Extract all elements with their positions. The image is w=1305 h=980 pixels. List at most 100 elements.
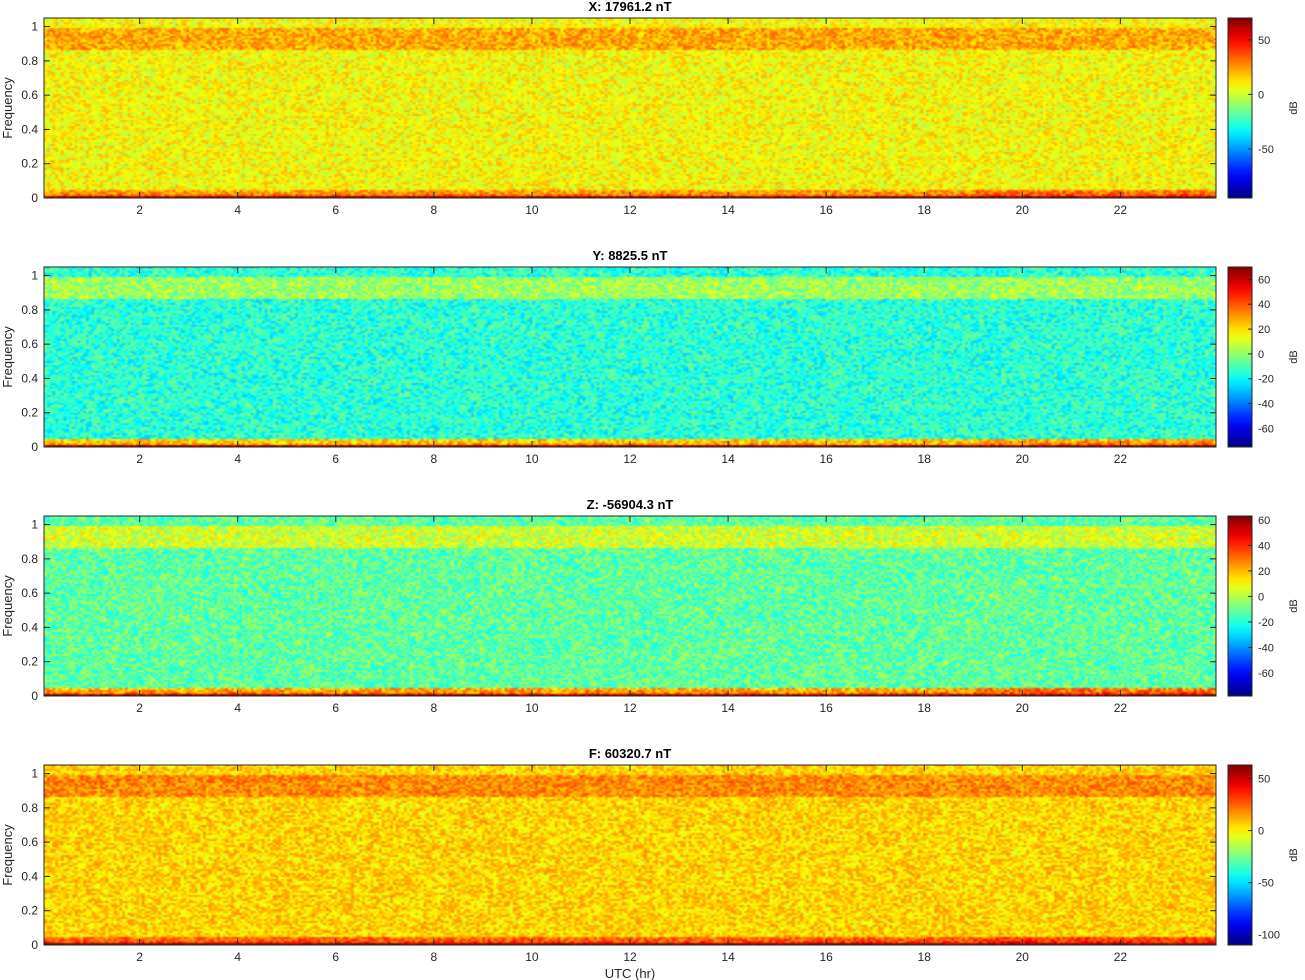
colorbar-tick-label: -50: [1258, 878, 1274, 890]
colorbar-tick-label: 20: [1258, 324, 1270, 336]
y-tick-label: 0.2: [21, 655, 38, 669]
y-tick-label: 0.4: [21, 869, 38, 883]
x-tick-label: 10: [525, 452, 539, 466]
panel-title: F: 60320.7 nT: [589, 746, 671, 761]
x-tick-label: 20: [1016, 701, 1030, 715]
y-tick-label: 0: [31, 689, 38, 703]
x-tick-label: 2: [136, 203, 143, 217]
x-tick-label: 8: [431, 452, 438, 466]
spectrogram-heatmap: [44, 516, 1216, 696]
x-tick-label: 12: [623, 950, 637, 964]
y-tick-label: 0.6: [21, 337, 38, 351]
colorbar-tick-label: -40: [1258, 399, 1274, 411]
colorbar-tick-label: 20: [1258, 566, 1270, 578]
colorbar-tick-label: -60: [1258, 668, 1274, 680]
y-tick-label: 1: [31, 269, 38, 283]
spectrogram-panel-2: 2 4 6 8 10 12 14 16 18 20 22 0 0.2 0.4 0.6 0.8 1 Y: 8825.…: [0, 248, 1300, 466]
y-tick-label: 0.2: [21, 157, 38, 171]
y-tick-label: 0.6: [21, 586, 38, 600]
x-tick-label: 22: [1114, 203, 1128, 217]
colorbar-tick-label: -50: [1258, 144, 1274, 156]
y-tick-label: 0.2: [21, 406, 38, 420]
colorbar-label: dB: [1288, 350, 1300, 363]
x-tick-label: 4: [234, 452, 241, 466]
y-tick-label: 1: [31, 20, 38, 34]
y-tick-label: 1: [31, 518, 38, 532]
colorbar-tick-label: 50: [1258, 774, 1270, 786]
x-tick-label: 18: [918, 203, 932, 217]
x-tick-label: 16: [819, 203, 833, 217]
x-tick-label: 2: [136, 950, 143, 964]
y-tick-label: 0.4: [21, 122, 38, 136]
y-tick-label: 0.6: [21, 835, 38, 849]
x-tick-label: 10: [525, 701, 539, 715]
x-tick-label: 6: [332, 452, 339, 466]
colorbar-tick-label: 0: [1258, 89, 1264, 101]
colorbar-label: dB: [1288, 101, 1300, 114]
x-tick-label: 18: [918, 701, 932, 715]
x-tick-label: 4: [234, 950, 241, 964]
panel-title: Y: 8825.5 nT: [593, 248, 668, 263]
spectrogram-panel-3: 2 4 6 8 10 12 14 16 18 20 22 0 0.2 0.4 0.6 0.8 1 Z: -5690…: [0, 497, 1300, 715]
x-tick-label: 20: [1016, 203, 1030, 217]
x-tick-label: 6: [332, 203, 339, 217]
y-tick-label: 0: [31, 938, 38, 952]
colorbar-tick-label: 50: [1258, 35, 1270, 47]
y-tick-label: 0: [31, 191, 38, 205]
x-tick-label: 20: [1016, 950, 1030, 964]
y-tick-label: 0: [31, 440, 38, 454]
y-tick-label: 0.4: [21, 371, 38, 385]
colorbar-label: dB: [1288, 848, 1300, 861]
x-tick-label: 6: [332, 701, 339, 715]
spectrogram-panel-4: 2 4 6 8 10 12 14 16 18 20 22 0 0.2 0.4 0.6 0.8 1 F: 60320…: [0, 746, 1300, 980]
colorbar-tick-label: 40: [1258, 299, 1270, 311]
x-tick-label: 14: [721, 950, 735, 964]
y-tick-label: 0.8: [21, 552, 38, 566]
x-tick-label: 4: [234, 701, 241, 715]
x-tick-label: 8: [431, 203, 438, 217]
x-tick-label: 10: [525, 950, 539, 964]
x-tick-label: 14: [721, 203, 735, 217]
y-tick-label: 0.8: [21, 303, 38, 317]
colorbar-tick-label: 40: [1258, 540, 1270, 552]
y-tick-label: 0.4: [21, 620, 38, 634]
colorbar-tick-label: 0: [1258, 349, 1264, 361]
colorbar-tick-label: 60: [1258, 515, 1270, 527]
y-axis-label: Frequency: [0, 326, 15, 388]
colorbar-tick-label: 60: [1258, 274, 1270, 286]
x-tick-label: 10: [525, 203, 539, 217]
x-tick-label: 22: [1114, 701, 1128, 715]
x-tick-label: 8: [431, 701, 438, 715]
spectrogram-panel-1: 2 4 6 8 10 12 14 16 18 20 22 0 0.2 0.4 0.6 0.8 1 X: 17961…: [0, 0, 1300, 217]
x-tick-label: 14: [721, 452, 735, 466]
x-tick-label: 2: [136, 701, 143, 715]
x-tick-label: 12: [623, 701, 637, 715]
x-tick-label: 14: [721, 701, 735, 715]
x-tick-label: 12: [623, 203, 637, 217]
x-tick-label: 18: [918, 950, 932, 964]
colorbar: [1227, 17, 1253, 199]
colorbar-tick-label: -20: [1258, 617, 1274, 629]
y-tick-label: 0.8: [21, 54, 38, 68]
colorbar-tick-label: 0: [1258, 826, 1264, 838]
x-tick-label: 16: [819, 701, 833, 715]
colorbar: [1227, 764, 1253, 946]
colorbar-tick-label: -20: [1258, 374, 1274, 386]
spectrogram-heatmap: [44, 267, 1216, 447]
x-tick-label: 20: [1016, 452, 1030, 466]
x-tick-label: 22: [1114, 950, 1128, 964]
colorbar-tick-label: -60: [1258, 423, 1274, 435]
x-tick-label: 2: [136, 452, 143, 466]
x-tick-label: 4: [234, 203, 241, 217]
y-tick-label: 0.2: [21, 904, 38, 918]
panel-title: X: 17961.2 nT: [588, 0, 671, 14]
x-tick-label: 6: [332, 950, 339, 964]
y-tick-label: 0.8: [21, 801, 38, 815]
y-axis-label: Frequency: [0, 824, 15, 886]
x-tick-label: 16: [819, 950, 833, 964]
y-tick-label: 0.6: [21, 88, 38, 102]
x-tick-label: 16: [819, 452, 833, 466]
y-axis-label: Frequency: [0, 77, 15, 139]
y-axis-label: Frequency: [0, 575, 15, 637]
